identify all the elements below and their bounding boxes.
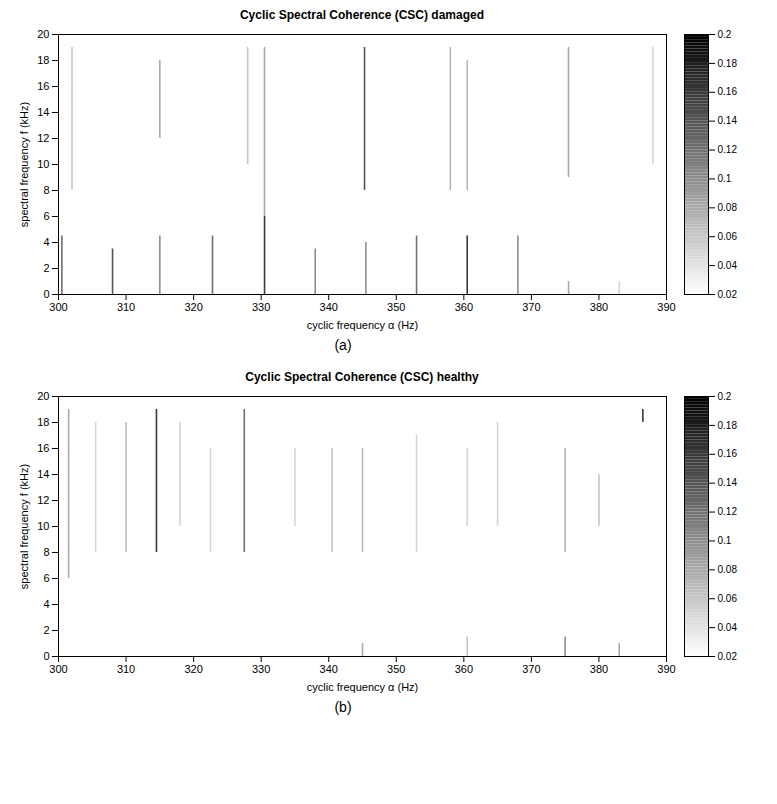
svg-text:0.06: 0.06 [718,231,738,242]
svg-text:2: 2 [43,262,49,274]
svg-text:0.02: 0.02 [718,289,738,300]
html-text:Cyclic Spectral Coherence (CSC: Cyclic Spectral Coherence (CSC) healthy [245,370,479,384]
svg-text:370: 370 [522,663,540,675]
svg-text:330: 330 [252,301,270,313]
svg-text:390: 390 [657,301,675,313]
svg-text:0.1: 0.1 [718,535,732,546]
svg-text:300: 300 [49,663,67,675]
svg-text:0.12: 0.12 [718,506,738,517]
svg-text:310: 310 [117,663,135,675]
svg-text:0.14: 0.14 [718,477,738,488]
svg-text:20: 20 [37,28,49,40]
svg-text:18: 18 [37,54,49,66]
svg-text:12: 12 [37,132,49,144]
svg-text:0.14: 0.14 [718,115,738,126]
svg-text:cyclic frequency α (Hz): cyclic frequency α (Hz) [307,319,419,331]
html-text:Cyclic Spectral Coherence (CSC: Cyclic Spectral Coherence (CSC) damaged [240,8,484,22]
svg-text:14: 14 [37,468,49,480]
svg-text:6: 6 [43,572,49,584]
svg-text:360: 360 [455,301,473,313]
svg-text:10: 10 [37,158,49,170]
svg-text:4: 4 [43,236,49,248]
svg-text:10: 10 [37,520,49,532]
svg-text:0: 0 [43,288,49,300]
svg-text:0.12: 0.12 [718,144,738,155]
svg-text:380: 380 [590,301,608,313]
svg-text:310: 310 [117,301,135,313]
svg-text:0.16: 0.16 [718,86,738,97]
svg-text:16: 16 [37,442,49,454]
svg-text:0.04: 0.04 [718,622,738,633]
svg-text:0.16: 0.16 [718,448,738,459]
svg-text:0.04: 0.04 [718,260,738,271]
svg-text:340: 340 [320,663,338,675]
svg-text:300: 300 [49,301,67,313]
svg-text:0.06: 0.06 [718,593,738,604]
svg-text:0.02: 0.02 [718,651,738,662]
svg-text:0.1: 0.1 [718,173,732,184]
svg-text:4: 4 [43,598,49,610]
svg-text:320: 320 [184,301,202,313]
svg-text:18: 18 [37,416,49,428]
svg-text:6: 6 [43,210,49,222]
svg-text:0.2: 0.2 [718,391,732,402]
svg-text:390: 390 [657,663,675,675]
svg-text:16: 16 [37,80,49,92]
svg-text:20: 20 [37,390,49,402]
svg-text:0.08: 0.08 [718,564,738,575]
html-text:(a): (a) [334,337,352,353]
svg-text:8: 8 [43,546,49,558]
svg-text:0.08: 0.08 [718,202,738,213]
svg-text:0.2: 0.2 [718,29,732,40]
svg-text:350: 350 [387,301,405,313]
html-text:(b): (b) [334,699,352,715]
svg-text:cyclic frequency α (Hz): cyclic frequency α (Hz) [307,681,419,693]
svg-text:0.18: 0.18 [718,420,738,431]
svg-text:2: 2 [43,624,49,636]
svg-text:350: 350 [387,663,405,675]
svg-text:spectral frequency f (kHz): spectral frequency f (kHz) [18,464,30,589]
svg-text:0: 0 [43,650,49,662]
svg-text:0.18: 0.18 [718,58,738,69]
svg-text:320: 320 [184,663,202,675]
svg-text:340: 340 [320,301,338,313]
svg-text:330: 330 [252,663,270,675]
svg-text:spectral frequency f (kHz): spectral frequency f (kHz) [18,102,30,227]
svg-text:380: 380 [590,663,608,675]
svg-text:360: 360 [455,663,473,675]
svg-text:14: 14 [37,106,49,118]
svg-text:370: 370 [522,301,540,313]
svg-text:8: 8 [43,184,49,196]
svg-text:12: 12 [37,494,49,506]
